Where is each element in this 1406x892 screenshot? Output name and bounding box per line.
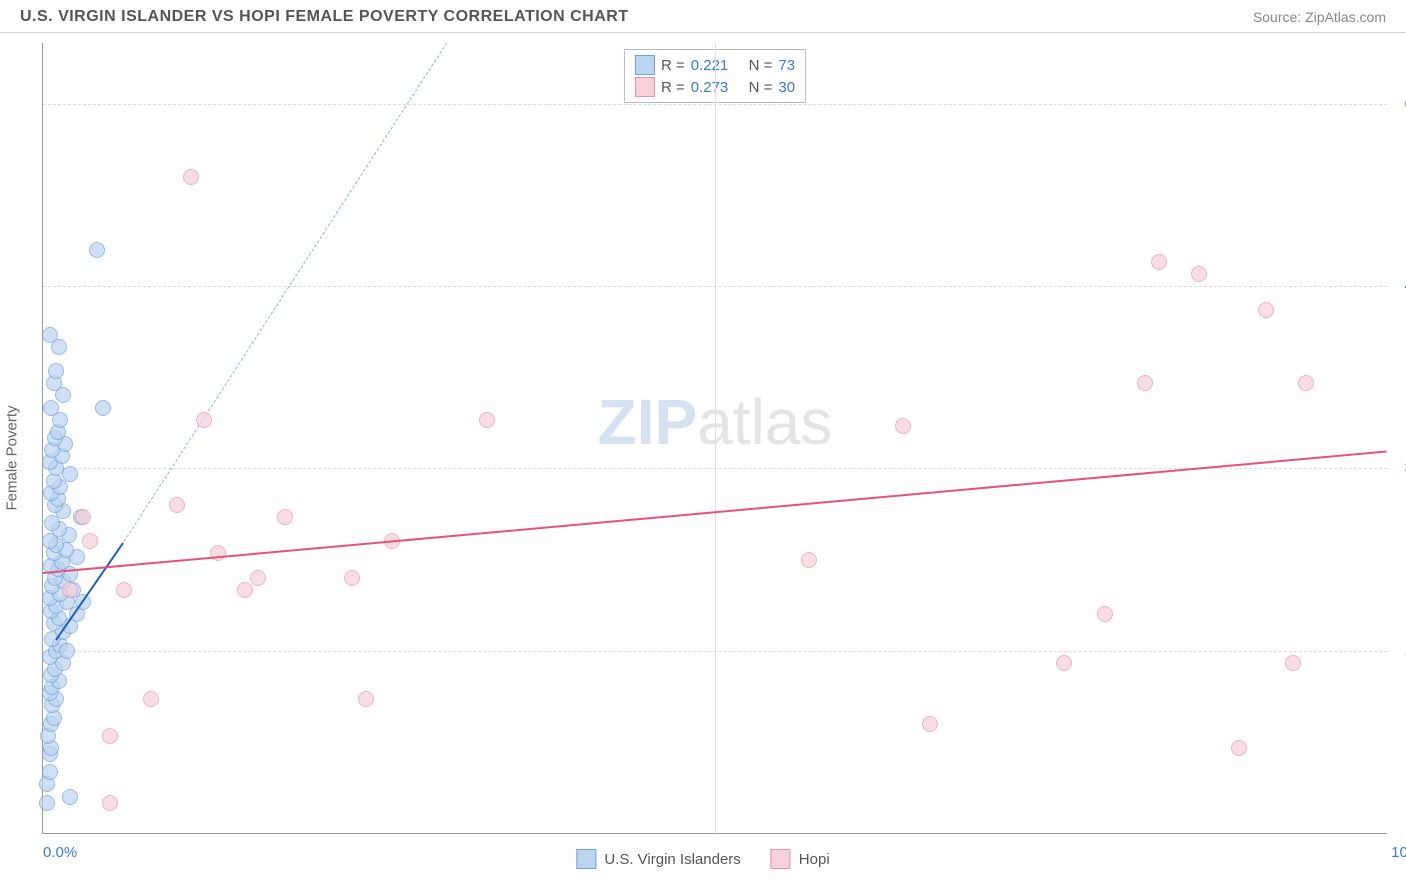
data-point: [801, 552, 817, 568]
data-point: [344, 570, 360, 586]
data-point: [39, 795, 55, 811]
watermark-part2: atlas: [697, 386, 832, 458]
data-point: [102, 795, 118, 811]
legend-swatch: [771, 849, 791, 869]
data-point: [82, 533, 98, 549]
data-point: [95, 400, 111, 416]
legend-swatch: [635, 77, 655, 97]
n-value: 30: [778, 79, 795, 96]
chart-area: Female Poverty ZIPatlas R = 0.221 N = 73…: [0, 33, 1406, 883]
n-label: N =: [749, 57, 773, 74]
n-value: 73: [778, 57, 795, 74]
data-point: [479, 412, 495, 428]
data-point: [43, 400, 59, 416]
chart-title: U.S. VIRGIN ISLANDER VS HOPI FEMALE POVE…: [20, 8, 629, 26]
data-point: [1191, 266, 1207, 282]
trend-line-extrapolated: [123, 43, 446, 542]
data-point: [42, 764, 58, 780]
data-point: [237, 582, 253, 598]
legend-item: U.S. Virgin Islanders: [576, 849, 740, 869]
data-point: [358, 691, 374, 707]
r-value: 0.221: [691, 57, 729, 74]
x-tick-label: 0.0%: [43, 844, 77, 861]
y-tick-label: 45.0%: [1392, 278, 1406, 295]
data-point: [196, 412, 212, 428]
r-label: R =: [661, 79, 685, 96]
data-point: [62, 789, 78, 805]
y-tick-label: 30.0%: [1392, 460, 1406, 477]
r-value: 0.273: [691, 79, 729, 96]
data-point: [62, 582, 78, 598]
x-tick-label: 100.0%: [1391, 844, 1406, 861]
data-point: [89, 242, 105, 258]
series-legend: U.S. Virgin Islanders Hopi: [576, 849, 829, 869]
data-point: [143, 691, 159, 707]
legend-item: Hopi: [771, 849, 830, 869]
data-point: [1056, 655, 1072, 671]
data-point: [1258, 302, 1274, 318]
r-label: R =: [661, 57, 685, 74]
data-point: [48, 363, 64, 379]
y-tick-label: 15.0%: [1392, 642, 1406, 659]
data-point: [1097, 606, 1113, 622]
data-point: [169, 497, 185, 513]
data-point: [210, 545, 226, 561]
data-point: [250, 570, 266, 586]
data-point: [922, 716, 938, 732]
watermark-part1: ZIP: [598, 386, 698, 458]
data-point: [102, 728, 118, 744]
gridline-v: [715, 43, 716, 833]
data-point: [116, 582, 132, 598]
n-label: N =: [749, 79, 773, 96]
data-point: [75, 509, 91, 525]
legend-label: Hopi: [799, 851, 830, 868]
data-point: [277, 509, 293, 525]
legend-swatch: [635, 55, 655, 75]
data-point: [1298, 375, 1314, 391]
legend-swatch: [576, 849, 596, 869]
data-point: [895, 418, 911, 434]
data-point: [1231, 740, 1247, 756]
chart-container: U.S. VIRGIN ISLANDER VS HOPI FEMALE POVE…: [0, 0, 1406, 892]
data-point: [1137, 375, 1153, 391]
data-point: [183, 169, 199, 185]
plot-region: ZIPatlas R = 0.221 N = 73 R = 0.273 N = 3…: [42, 43, 1387, 834]
header: U.S. VIRGIN ISLANDER VS HOPI FEMALE POVE…: [0, 0, 1406, 33]
data-point: [1151, 254, 1167, 270]
data-point: [42, 327, 58, 343]
source-label: Source: ZipAtlas.com: [1253, 9, 1386, 25]
data-point: [1285, 655, 1301, 671]
data-point: [59, 643, 75, 659]
y-tick-label: 60.0%: [1392, 95, 1406, 112]
y-axis-label: Female Poverty: [4, 405, 21, 510]
legend-label: U.S. Virgin Islanders: [604, 851, 740, 868]
